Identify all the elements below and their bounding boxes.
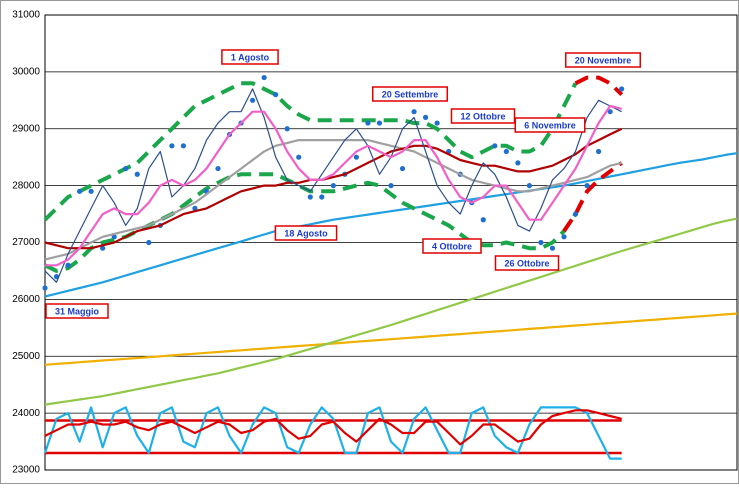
series-line xyxy=(43,81,578,222)
y-tick-label: 26000 xyxy=(12,294,40,305)
series-line xyxy=(562,161,623,233)
sar-dot xyxy=(330,183,336,189)
sar-dot xyxy=(88,188,94,194)
annotation-box xyxy=(514,117,586,133)
series-line xyxy=(44,152,738,298)
annotation: 1 Agosto xyxy=(231,52,270,62)
sar-dot xyxy=(65,262,71,268)
series-line xyxy=(44,409,622,446)
sar-dot xyxy=(307,194,313,200)
sar-dot xyxy=(284,126,290,132)
sar-dot xyxy=(250,97,256,103)
sar-dot xyxy=(538,239,544,246)
annotation: 4 Ottobre xyxy=(432,241,472,251)
y-tick-label: 28000 xyxy=(12,180,40,191)
sar-dot xyxy=(296,154,302,160)
sar-dot xyxy=(549,245,556,251)
annotation-box xyxy=(274,225,338,241)
series-line xyxy=(44,217,738,406)
annotation: 18 Agosto xyxy=(284,228,328,238)
sar-dot xyxy=(388,183,394,189)
annotation-box xyxy=(371,86,449,102)
annotation: 20 Novembre xyxy=(575,55,632,65)
series-line xyxy=(44,139,622,261)
annotation: 26 Ottobre xyxy=(504,258,549,268)
y-tick-label: 29000 xyxy=(12,123,40,134)
sar-dot xyxy=(192,205,198,211)
y-tick-label: 24000 xyxy=(12,408,40,419)
series-line xyxy=(44,88,622,283)
sar-dot xyxy=(561,234,567,240)
annotation-box xyxy=(422,238,482,254)
annotation: 6 Novembre xyxy=(524,120,576,130)
annotation-box xyxy=(221,49,279,65)
series-line xyxy=(44,312,738,366)
annotation-box xyxy=(450,108,516,124)
y-tick-label: 31000 xyxy=(12,10,40,21)
y-tick-label: 25000 xyxy=(12,351,40,362)
sar-dot xyxy=(376,120,383,126)
sar-dot xyxy=(515,160,521,166)
sar-dot xyxy=(319,194,325,200)
sar-dot xyxy=(353,154,359,160)
sar-dot xyxy=(134,171,140,177)
series-line xyxy=(574,75,624,97)
sar-dot xyxy=(503,148,509,155)
sar-dot xyxy=(434,120,440,126)
sar-dot xyxy=(411,109,417,115)
annotation-box xyxy=(494,255,560,271)
y-tick-label: 27000 xyxy=(12,237,40,248)
sar-dot xyxy=(584,183,590,189)
y-tick-label: 30000 xyxy=(12,67,40,78)
sar-dot xyxy=(77,188,83,194)
sar-dot xyxy=(399,165,406,172)
sar-dot xyxy=(607,109,613,115)
annotation: 20 Settembre xyxy=(382,89,439,99)
annotation-box xyxy=(45,303,109,319)
sar-dot xyxy=(42,285,48,291)
sar-dot xyxy=(169,143,175,149)
series-line xyxy=(43,406,622,460)
sar-dot xyxy=(146,239,152,246)
annotation-box xyxy=(564,52,642,68)
sar-dot xyxy=(526,183,533,189)
annotation: 31 Maggio xyxy=(55,306,100,316)
sar-dot xyxy=(123,165,129,172)
sar-dot xyxy=(480,217,486,223)
y-tick-label: 23000 xyxy=(12,465,40,476)
annotation: 12 Ottobre xyxy=(460,111,505,121)
sar-dot xyxy=(492,143,498,149)
sar-dot xyxy=(572,211,579,217)
sar-dot xyxy=(111,234,117,240)
sar-dot xyxy=(273,92,279,98)
sar-dot xyxy=(423,114,429,120)
sar-dot xyxy=(365,120,371,126)
sar-dot xyxy=(261,74,267,81)
sar-dot xyxy=(596,148,602,155)
series-line xyxy=(45,104,622,267)
sar-dot xyxy=(100,245,106,251)
series-line xyxy=(44,127,623,250)
sar-dot xyxy=(180,143,186,149)
sar-dot xyxy=(215,165,221,172)
sar-dot xyxy=(619,86,625,92)
